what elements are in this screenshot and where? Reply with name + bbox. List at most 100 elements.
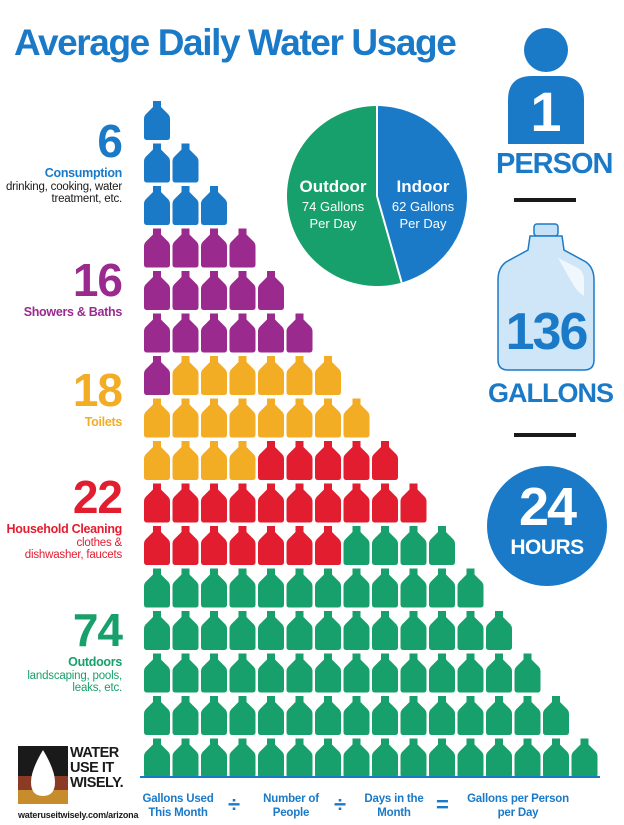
gallon-bottle-icon	[514, 653, 541, 693]
consumption-description: drinking, cooking, water treatment, etc.	[5, 180, 122, 206]
pie-outdoor-title: Outdoor	[299, 177, 367, 196]
gallon-bottle-icon	[172, 483, 199, 523]
gallon-bottle-icon	[429, 568, 455, 608]
gallon-bottle-icon	[258, 483, 284, 523]
gallon-bottle-icon	[315, 356, 341, 395]
gallon-bottle-icon	[258, 611, 284, 650]
water-drop-logo-icon	[18, 746, 68, 804]
gallon-bottle-icon	[400, 568, 427, 608]
formula-divide-operator: ÷	[228, 792, 241, 817]
gallon-bottle-icon	[201, 526, 227, 565]
gallon-bottle-icon	[229, 313, 256, 353]
divider-line	[514, 433, 576, 437]
gallon-bottle-icon	[144, 526, 170, 565]
person-label: PERSON	[496, 148, 613, 180]
category-toilets: 18 Toilets	[4, 367, 123, 430]
gallon-bottle-icon	[144, 398, 170, 438]
formula-gallons-used: Gallons Used This Month	[142, 793, 214, 820]
gallon-bottle-icon	[144, 653, 170, 693]
gallon-bottle-icon	[144, 611, 170, 650]
gallon-bottle-icon	[372, 568, 398, 608]
gallon-bottle-icon	[144, 313, 170, 353]
household-description: clothes & dishwasher, faucets	[24, 536, 122, 562]
gallon-bottle-icon	[514, 738, 541, 778]
gallon-bottle-icon	[144, 186, 170, 225]
gallon-bottle-icon	[201, 356, 227, 395]
gallon-bottle-icon	[286, 483, 313, 523]
gallon-bottle-icon	[343, 398, 370, 438]
gallon-bottle-icon	[372, 653, 398, 693]
gallon-bottle-icon	[258, 653, 284, 693]
pie-chart	[286, 106, 467, 286]
gallon-bottle-icon	[486, 611, 512, 650]
consumption-name: Consumption	[44, 166, 123, 180]
pie-indoor-title: Indoor	[396, 177, 450, 196]
gallon-bottle-icon	[457, 653, 484, 693]
gallon-bottle-icon	[201, 738, 227, 778]
gallon-bottle-icon	[172, 526, 199, 565]
divider-line	[514, 198, 576, 202]
gallon-bottle-icon	[400, 738, 427, 778]
gallon-bottle-icon	[315, 526, 341, 565]
formula-equals-operator: =	[436, 792, 449, 817]
gallon-bottle-icon	[229, 696, 256, 735]
pie-slice-outdoor	[286, 106, 402, 286]
gallon-bottle-icon	[172, 186, 199, 225]
hours-circle: 24 HOURS	[487, 466, 607, 586]
gallon-bottle-icon	[315, 568, 341, 608]
gallon-bottle-icon	[229, 441, 256, 480]
gallon-bottle-icon	[429, 738, 455, 778]
logo-line-1: WATER	[70, 745, 119, 761]
gallon-bottle-icon	[229, 653, 256, 693]
gallon-bottle-icon	[201, 653, 227, 693]
gallon-bottle-icon	[315, 653, 341, 693]
gallon-bottle-icon	[571, 738, 598, 778]
gallon-bottle-icon	[144, 696, 170, 735]
gallon-bottle-icon	[343, 696, 370, 735]
pie-divider	[376, 195, 403, 283]
gallon-bottle-icon	[172, 441, 199, 480]
outdoors-description: landscaping, pools, leaks, etc.	[27, 669, 122, 695]
gallon-bottle-icon	[286, 526, 313, 565]
hours-number: 24	[518, 477, 577, 537]
gallon-bottle-icon	[258, 738, 284, 778]
water-use-it-wisely-logo: WATER USE IT WISELY. wateruseitwisely.co…	[18, 745, 138, 820]
gallon-bottle-icon	[258, 526, 284, 565]
gallon-bottle-icon	[286, 611, 313, 650]
gallon-bottle-icon	[229, 568, 256, 608]
gallon-bottle-icon	[229, 356, 256, 395]
gallon-bottle-icon	[144, 738, 170, 778]
gallon-bottle-icon	[315, 611, 341, 650]
gallon-bottle-icon	[286, 568, 313, 608]
pie-indoor-detail: 62 Gallons Per Day	[391, 199, 455, 231]
gallon-bottle-icon	[201, 186, 227, 225]
gallon-bottle-icon	[315, 441, 341, 480]
consumption-value: 6	[97, 115, 123, 167]
gallon-bottle-icon	[258, 696, 284, 735]
gallon-bottle-icon	[172, 398, 199, 438]
gallon-bottle-icon	[201, 313, 227, 353]
showers-value: 16	[72, 254, 123, 306]
gallon-bottle-icon	[343, 611, 370, 650]
showers-name: Showers & Baths	[23, 305, 123, 319]
gallon-bottle-icon	[172, 696, 199, 735]
gallon-bottle-icon	[372, 526, 398, 565]
gallon-bottle-icon	[258, 271, 284, 310]
gallon-bottle-icon	[172, 653, 199, 693]
gallon-bottle-icon	[201, 441, 227, 480]
formula-gallons-per-person: Gallons per Person per Day	[467, 793, 569, 820]
gallon-bottle-icon	[172, 143, 199, 183]
gallon-bottle-icon	[343, 653, 370, 693]
gallon-jug-icon	[497, 223, 595, 371]
gallon-bottle-icon	[315, 483, 341, 523]
gallon-bottle-icon	[229, 526, 256, 565]
hours-label: HOURS	[510, 536, 584, 559]
gallon-bottle-icon	[229, 483, 256, 523]
gallon-bottle-icon	[172, 611, 199, 650]
gallon-bottle-icon	[144, 483, 170, 523]
gallon-bottle-icon	[201, 568, 227, 608]
pie-outdoor-detail: 74 Gallons Per Day	[301, 199, 365, 231]
gallon-bottle-icon	[372, 483, 398, 523]
formula-divide-operator: ÷	[334, 792, 347, 817]
